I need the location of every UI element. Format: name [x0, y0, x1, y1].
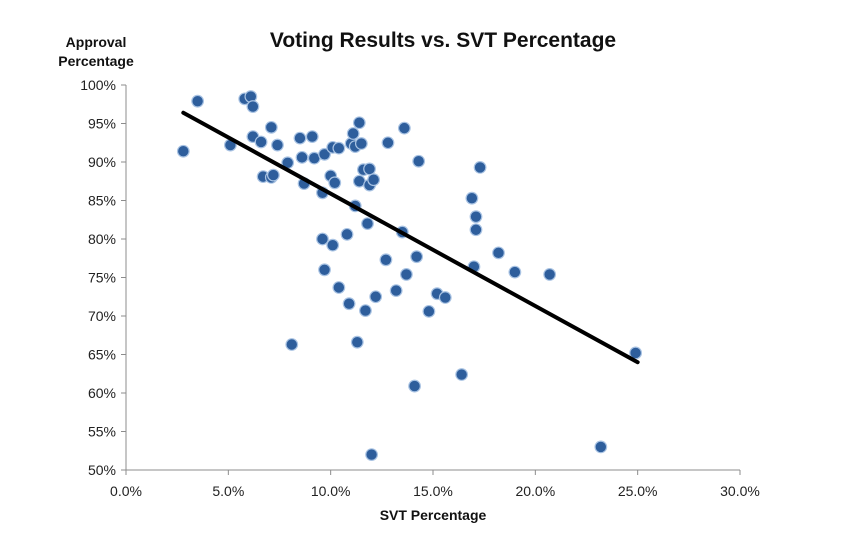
data-point — [326, 238, 340, 252]
x-axis-ticks: 0.0% 5.0% 10.0% 15.0% 20.0% 25.0% 30.0% — [110, 470, 760, 499]
data-point — [508, 265, 522, 279]
data-point — [365, 448, 379, 462]
y-axis-title-line-2: Percentage — [58, 53, 134, 69]
data-point — [367, 173, 381, 187]
x-tick-label: 10.0% — [311, 483, 351, 499]
data-point — [316, 232, 329, 246]
data-point — [352, 116, 366, 130]
data-point — [271, 138, 284, 152]
data-point — [342, 297, 356, 311]
data-point — [264, 120, 278, 134]
data-point — [246, 100, 260, 113]
data-point — [295, 150, 309, 164]
data-point — [318, 263, 331, 277]
y-axis-title-line-1: Approval — [66, 34, 127, 50]
data-point — [473, 160, 487, 174]
x-axis-title: SVT Percentage — [380, 507, 487, 523]
data-point — [350, 335, 364, 349]
y-tick-label: 75% — [88, 270, 116, 286]
data-point — [176, 144, 190, 158]
data-point — [332, 141, 346, 155]
y-tick-label: 80% — [88, 231, 116, 247]
data-point — [629, 346, 643, 360]
data-point — [361, 217, 374, 231]
x-tick-label: 20.0% — [515, 483, 555, 499]
y-tick-label: 55% — [88, 424, 116, 440]
x-tick-label: 5.0% — [212, 483, 244, 499]
data-point — [469, 210, 483, 224]
chart-title: Voting Results vs. SVT Percentage — [270, 29, 616, 52]
data-point — [438, 291, 452, 304]
data-point — [359, 304, 372, 318]
data-point — [465, 191, 479, 205]
data-point — [381, 136, 395, 150]
data-point — [397, 121, 411, 135]
y-tick-label: 70% — [88, 308, 116, 324]
data-point — [332, 281, 346, 294]
y-tick-label: 50% — [88, 462, 116, 478]
y-tick-label: 65% — [88, 347, 116, 363]
x-tick-label: 0.0% — [110, 483, 142, 499]
data-point — [399, 268, 413, 281]
data-point — [328, 176, 342, 190]
data-point — [191, 94, 205, 108]
data-point — [469, 223, 483, 237]
axes — [125, 85, 740, 471]
data-point — [346, 127, 360, 140]
data-point — [543, 268, 557, 281]
trendline — [181, 110, 640, 365]
x-tick-label: 25.0% — [618, 483, 658, 499]
trendline-group — [181, 110, 640, 365]
data-point — [285, 338, 299, 351]
y-tick-label: 95% — [88, 116, 116, 132]
data-points — [176, 90, 643, 462]
y-axis-ticks: 50% 55% 60% 65% 70% 75% 80% 85% 90% 95% 100% — [80, 77, 126, 478]
x-tick-label: 15.0% — [413, 483, 453, 499]
data-point — [455, 368, 469, 381]
data-point — [408, 379, 421, 393]
y-tick-label: 60% — [88, 385, 116, 401]
data-point — [266, 168, 280, 182]
data-point — [389, 284, 403, 297]
x-tick-label: 30.0% — [720, 483, 760, 499]
data-point — [422, 304, 436, 318]
data-point — [410, 250, 424, 264]
data-point — [305, 130, 319, 143]
data-point — [379, 253, 393, 267]
data-point — [354, 137, 368, 150]
data-point — [293, 131, 307, 145]
y-tick-label: 100% — [80, 77, 116, 93]
data-point — [318, 147, 331, 161]
data-point — [492, 246, 505, 260]
data-point — [254, 135, 268, 149]
y-tick-label: 85% — [88, 193, 116, 209]
data-point — [369, 290, 383, 304]
data-point — [340, 227, 354, 241]
y-tick-label: 90% — [88, 154, 116, 170]
data-point — [594, 440, 608, 454]
data-point — [363, 162, 376, 176]
data-point — [412, 154, 426, 168]
